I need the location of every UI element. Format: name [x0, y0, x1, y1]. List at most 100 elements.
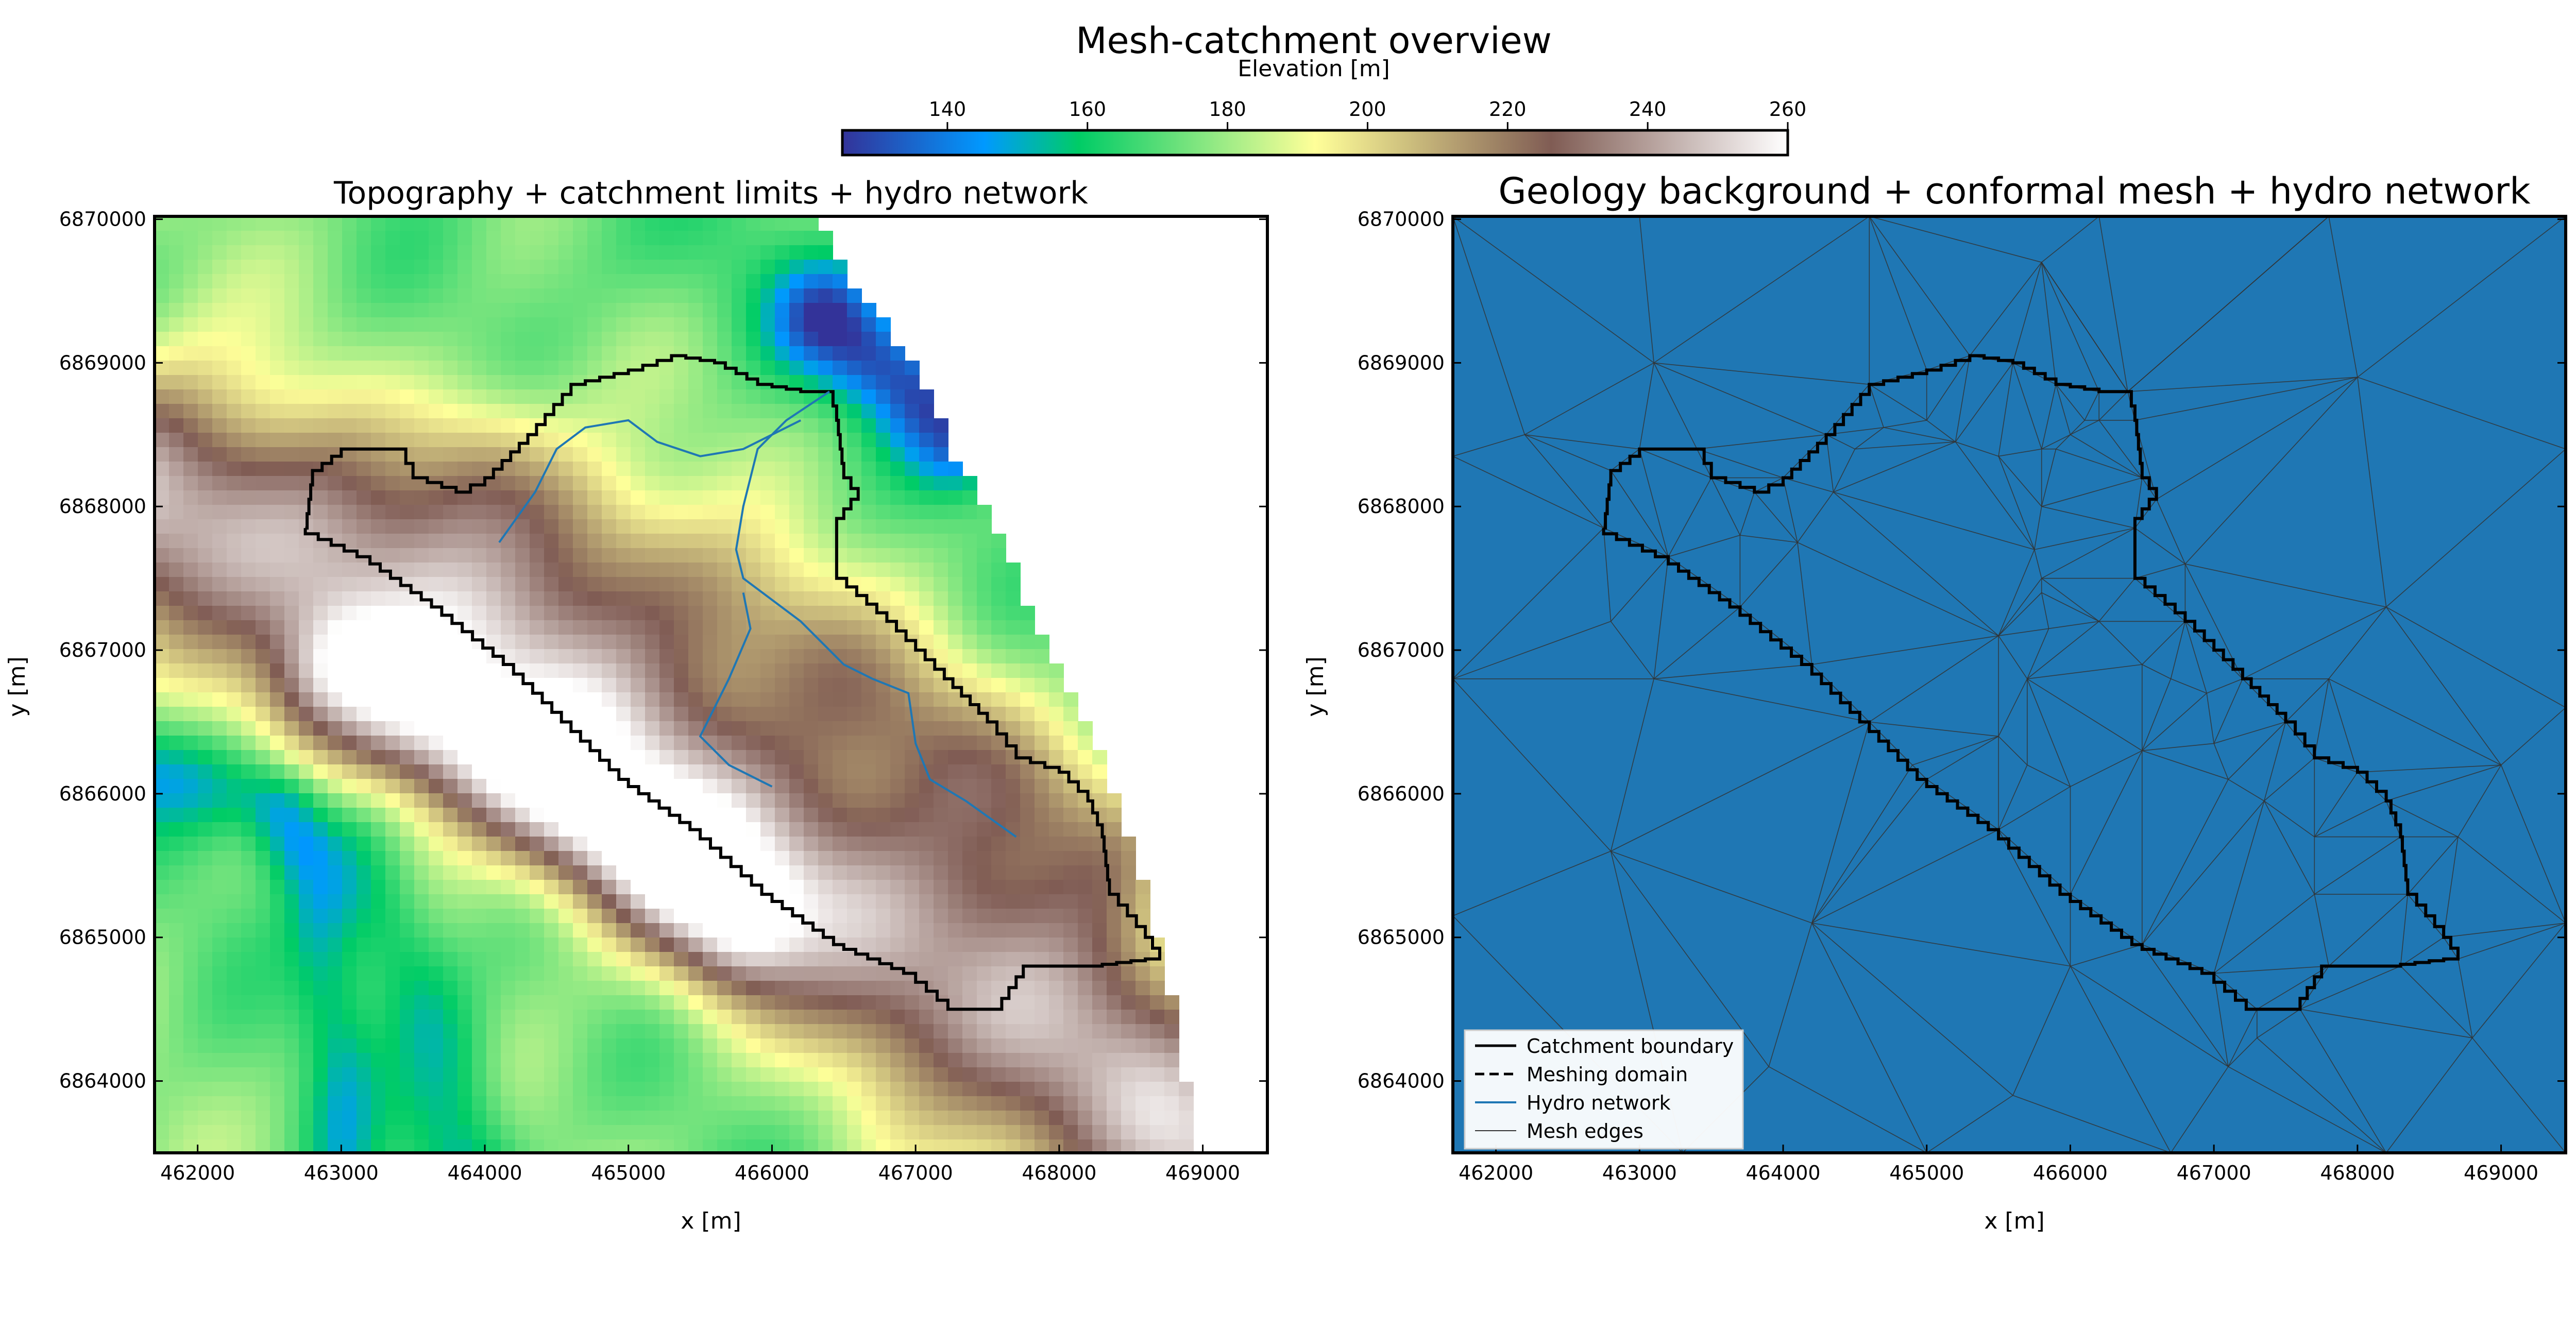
heatmap-cell — [732, 692, 747, 707]
heatmap-cell — [1121, 1139, 1136, 1153]
heatmap-cell — [717, 779, 732, 794]
heatmap-cell — [212, 476, 227, 491]
heatmap-cell — [703, 548, 718, 563]
heatmap-cell — [732, 1096, 747, 1111]
heatmap-cell — [198, 692, 213, 707]
heatmap-cell — [414, 519, 429, 534]
mesh-edge — [2314, 772, 2358, 838]
heatmap-cell — [155, 1096, 170, 1111]
heatmap-cell — [357, 216, 371, 231]
heatmap-cell — [818, 418, 833, 433]
heatmap-cell — [558, 995, 573, 1010]
heatmap-cell — [457, 361, 472, 376]
heatmap-cell — [515, 288, 530, 303]
heatmap-cell — [789, 346, 804, 361]
heatmap-cell — [299, 1010, 314, 1025]
y-tick-label: 6869000 — [59, 351, 146, 374]
heatmap-cell — [587, 894, 602, 909]
heatmap-cell — [991, 851, 1006, 866]
heatmap-cell — [169, 837, 184, 851]
heatmap-cell — [659, 880, 674, 895]
heatmap-cell — [1063, 923, 1078, 938]
heatmap-cell — [183, 966, 198, 981]
heatmap-cell — [169, 764, 184, 779]
heatmap-cell — [429, 389, 444, 404]
heatmap-cell — [833, 808, 848, 823]
heatmap-cell — [515, 462, 530, 476]
heatmap-cell — [299, 678, 314, 693]
heatmap-cell — [1035, 1010, 1049, 1025]
heatmap-cell — [732, 1024, 747, 1039]
heatmap-cell — [299, 923, 314, 938]
heatmap-cell — [861, 462, 876, 476]
mesh-edge — [2257, 1037, 2387, 1153]
mesh-edge — [1811, 923, 1927, 1153]
heatmap-cell — [1121, 837, 1136, 851]
x-tick-label: 463000 — [304, 1162, 379, 1184]
mesh-edge — [1453, 527, 1604, 679]
heatmap-cell — [760, 303, 775, 318]
heatmap-cell — [385, 332, 400, 347]
heatmap-cell — [357, 793, 371, 808]
heatmap-cell — [861, 1010, 876, 1025]
heatmap-cell — [1121, 1125, 1136, 1140]
heatmap-cell — [357, 1024, 371, 1039]
heatmap-cell — [991, 563, 1006, 577]
heatmap-cell — [746, 1024, 761, 1039]
heatmap-cell — [385, 433, 400, 448]
heatmap-cell — [414, 1111, 429, 1126]
x-tick-label: 468000 — [2320, 1162, 2395, 1184]
heatmap-cell — [1049, 923, 1064, 938]
heatmap-cell — [429, 231, 444, 246]
heatmap-cell — [905, 476, 920, 491]
heatmap-cell — [558, 1125, 573, 1140]
heatmap-cell — [890, 1125, 905, 1140]
heatmap-cell — [905, 952, 920, 967]
heatmap-cell — [544, 288, 559, 303]
heatmap-cell — [241, 1139, 256, 1153]
heatmap-cell — [602, 1082, 617, 1097]
heatmap-cell — [631, 1067, 646, 1082]
heatmap-cell — [530, 1082, 545, 1097]
heatmap-cell — [659, 837, 674, 851]
heatmap-cell — [313, 332, 328, 347]
heatmap-cell — [775, 260, 790, 275]
heatmap-cell — [573, 894, 588, 909]
heatmap-cell — [645, 534, 660, 549]
heatmap-cell — [472, 981, 487, 996]
heatmap-cell — [1063, 707, 1078, 722]
heatmap-cell — [429, 1111, 444, 1126]
heatmap-cell — [357, 880, 371, 895]
heatmap-cell — [948, 750, 963, 765]
heatmap-cell — [501, 736, 516, 751]
heatmap-cell — [357, 678, 371, 693]
heatmap-cell — [227, 346, 242, 361]
heatmap-cell — [573, 1053, 588, 1068]
heatmap-cell — [342, 260, 357, 275]
heatmap-cell — [558, 822, 573, 837]
heatmap-cell — [789, 1010, 804, 1025]
heatmap-cell — [587, 231, 602, 246]
heatmap-cell — [616, 663, 631, 678]
heatmap-cell — [256, 303, 270, 318]
heatmap-cell — [833, 375, 848, 390]
heatmap-cell — [357, 779, 371, 794]
heatmap-cell — [155, 750, 170, 765]
heatmap-cell — [847, 909, 862, 924]
heatmap-cell — [659, 1082, 674, 1097]
heatmap-cell — [818, 245, 833, 260]
heatmap-cell — [1020, 1024, 1035, 1039]
heatmap-cell — [847, 447, 862, 462]
heatmap-cell — [155, 346, 170, 361]
heatmap-cell — [818, 793, 833, 808]
heatmap-cell — [313, 375, 328, 390]
heatmap-cell — [1136, 909, 1150, 924]
heatmap-cell — [183, 332, 198, 347]
heatmap-cell — [313, 1024, 328, 1039]
heatmap-cell — [861, 346, 876, 361]
heatmap-cell — [991, 981, 1006, 996]
heatmap-cell — [703, 1024, 718, 1039]
heatmap-cell — [443, 721, 458, 736]
heatmap-cell — [530, 606, 545, 621]
heatmap-cell — [1121, 880, 1136, 895]
